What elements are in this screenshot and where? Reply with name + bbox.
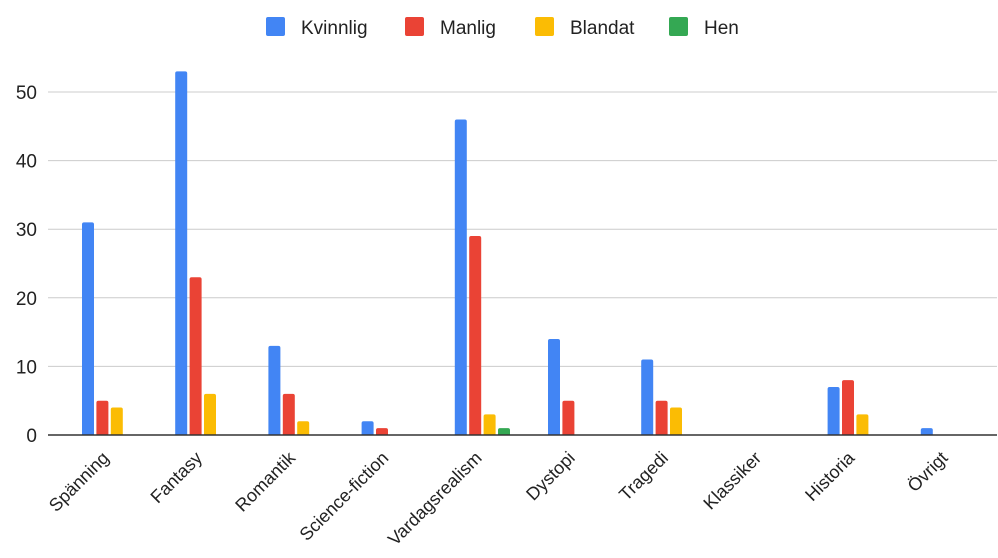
- x-category-label: Tragedi: [615, 448, 672, 505]
- bar-blandat: [204, 393, 216, 435]
- x-axis-category-labels: Spänning Fantasy RomantikScience-fictionVa…: [45, 447, 952, 549]
- legend: Kvinnlig Manlig Blandat Hen: [266, 17, 739, 39]
- bar-kvinnlig: [454, 119, 467, 435]
- bars: [82, 71, 933, 436]
- gridlines: [48, 91, 997, 367]
- bar-kvinnlig: [361, 421, 374, 435]
- bar-manlig: [469, 236, 482, 435]
- y-tick-label: 50: [16, 83, 37, 104]
- bar-kvinnlig: [827, 386, 840, 435]
- y-tick-label: 10: [16, 357, 37, 378]
- bar-kvinnlig: [920, 428, 933, 435]
- bar-kvinnlig: [82, 222, 94, 435]
- bar-blandat: [297, 421, 310, 435]
- y-tick-label: 0: [26, 426, 37, 447]
- y-tick-label: 20: [16, 289, 37, 310]
- bar-blandat: [670, 407, 682, 435]
- bar-manlig: [189, 277, 202, 435]
- bar-blandat: [483, 414, 496, 435]
- bar-blandat: [856, 414, 869, 435]
- bar-manlig: [655, 400, 668, 435]
- legend-swatch-hen: [669, 17, 688, 36]
- bar-kvinnlig: [641, 359, 654, 435]
- x-category-label: Historia: [801, 447, 859, 505]
- legend-label: Kvinnlig: [301, 18, 368, 39]
- x-category-label: Romantik: [231, 447, 300, 516]
- y-tick-label: 40: [16, 152, 37, 173]
- x-category-label: Dystopi: [522, 448, 579, 505]
- bar-manlig: [376, 428, 388, 435]
- x-category-label: Science-fiction: [296, 448, 393, 545]
- x-category-label: Fantasy: [147, 448, 206, 507]
- y-axis-tick-labels: 0 10 20 30 40 50: [16, 83, 37, 447]
- x-category-label: Övrigt: [904, 448, 952, 496]
- x-category-label: Spänning: [45, 448, 113, 516]
- legend-swatch-kvinnlig: [266, 17, 285, 36]
- bar-manlig: [96, 400, 109, 435]
- bar-blandat: [110, 407, 123, 435]
- bar-manlig: [842, 380, 854, 435]
- bar-kvinnlig: [548, 338, 560, 435]
- legend-label: Manlig: [440, 18, 496, 39]
- y-tick-label: 30: [16, 220, 37, 241]
- bar-kvinnlig: [268, 345, 281, 435]
- bar-manlig: [562, 400, 575, 435]
- legend-label: Hen: [704, 18, 739, 39]
- bar-manlig: [282, 393, 295, 435]
- legend-swatch-blandat: [535, 17, 554, 36]
- bar-hen: [498, 428, 510, 435]
- x-category-label: Klassiker: [699, 448, 765, 514]
- legend-label: Blandat: [570, 18, 635, 39]
- bar-kvinnlig: [175, 71, 188, 436]
- legend-swatch-manlig: [405, 17, 424, 36]
- x-category-label: Vardagsrealism: [384, 448, 486, 550]
